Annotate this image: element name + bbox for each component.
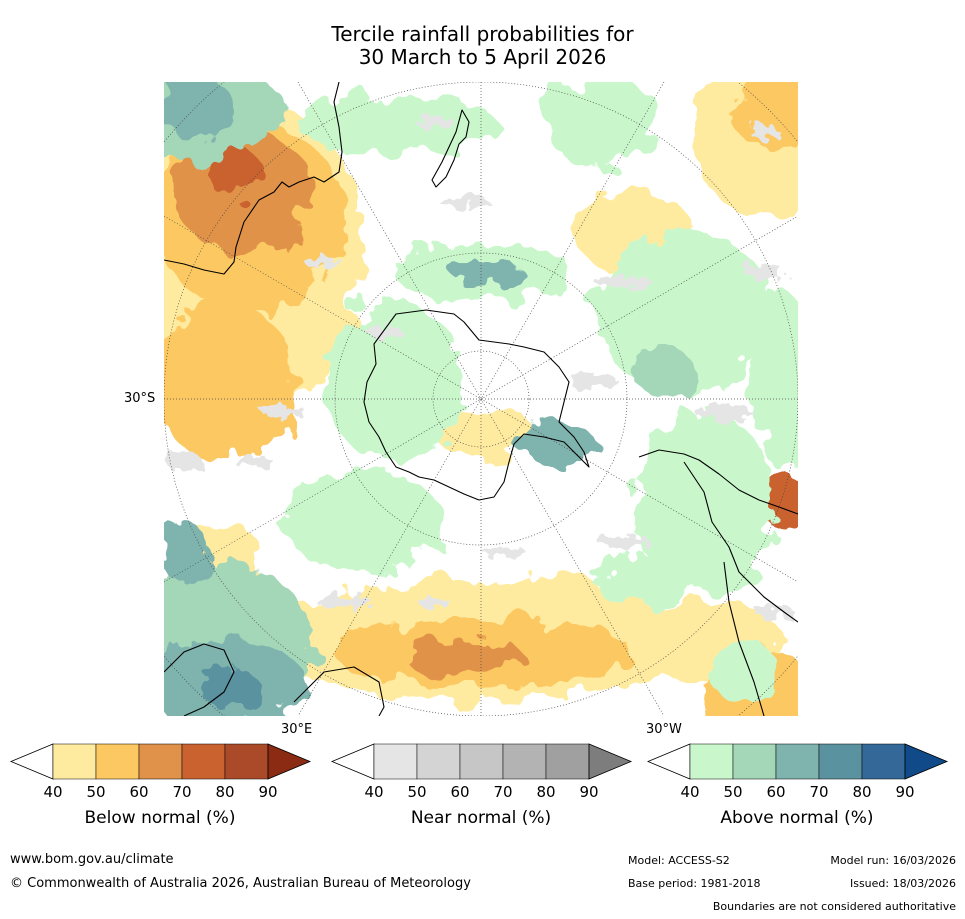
latitude-label-30s: 30°S (124, 391, 156, 406)
colorbar-bin (416, 743, 461, 780)
colorbar-below-ticks: 40 50 60 70 80 90 (10, 783, 312, 803)
tick-label: 40 (680, 783, 700, 801)
coastlines (164, 82, 798, 716)
colorbar-bin (459, 743, 504, 780)
colorbar-bin (545, 743, 590, 780)
meridian (164, 215, 798, 583)
below-normal-region (164, 302, 294, 462)
colorbar-near-ticks: 40 50 60 70 80 90 (331, 783, 633, 803)
tick-label: 60 (766, 783, 786, 801)
longitude-label-30e: 30°E (281, 722, 313, 737)
colorbar-extend-low (647, 743, 691, 780)
colorbar-near-normal (331, 743, 633, 780)
colorbar-below-normal (10, 743, 312, 780)
above-normal-region (594, 557, 694, 607)
above-normal-region (164, 82, 234, 137)
tick-label: 60 (450, 783, 470, 801)
boundaries-disclaimer: Boundaries are not considered authoritat… (712, 900, 956, 913)
tick-label: 40 (43, 783, 63, 801)
polar-probability-map (164, 82, 798, 716)
above-normal-region (454, 259, 524, 289)
colorbar-bin (224, 743, 269, 780)
colorbar-near-title: Near normal (%) (410, 808, 552, 828)
tick-label: 60 (129, 783, 149, 801)
above-normal-region (294, 92, 494, 152)
near-normal-speckles (166, 116, 794, 618)
above-normal-region (514, 422, 594, 462)
above-normal-region (324, 302, 464, 462)
new-zealand-coastline (431, 109, 470, 188)
tick-label: 50 (407, 783, 427, 801)
above-normal-region (164, 522, 209, 582)
above-normal-region (634, 347, 694, 397)
probability-fields (164, 82, 798, 716)
colorbar-extend-low (10, 743, 54, 780)
below-normal-region (519, 572, 599, 612)
tick-label: 80 (215, 783, 235, 801)
colorbar-bin (502, 743, 547, 780)
colorbar-above-ticks: 40 50 60 70 80 90 (647, 783, 949, 803)
colorbar-above-title: Above normal (%) (720, 808, 874, 828)
above-normal-region (634, 412, 774, 592)
tick-label: 70 (172, 783, 192, 801)
graticule (164, 82, 798, 716)
tick-label: 90 (258, 783, 278, 801)
colorbar-bin (861, 743, 906, 780)
copyright-text: © Commonwealth of Australia 2026, Austra… (10, 876, 471, 891)
colorbar-extend-high (267, 743, 312, 780)
chart-title-line-1: Tercile rainfall probabilities for (331, 22, 634, 46)
colorbar-bin (818, 743, 863, 780)
chart-title-line-2: 30 March to 5 April 2026 (358, 45, 607, 69)
colorbar-bin (689, 743, 734, 780)
above-normal-region (594, 232, 774, 392)
tick-label: 80 (852, 783, 872, 801)
colorbar-bin (138, 743, 183, 780)
australia-coastline (164, 82, 343, 275)
model-run-date: Model run: 16/03/2026 (830, 854, 956, 867)
colorbar-above-normal (647, 743, 949, 780)
above-normal-region (544, 82, 664, 167)
tick-label: 90 (895, 783, 915, 801)
tick-label: 50 (86, 783, 106, 801)
colorbar-bin (52, 743, 97, 780)
colorbar-bin (732, 743, 777, 780)
tick-label: 40 (364, 783, 384, 801)
longitude-label-30w: 30°W (646, 722, 682, 737)
colorbar-bin (373, 743, 418, 780)
colorbar-extend-low (331, 743, 375, 780)
tick-label: 70 (809, 783, 829, 801)
bom-climate-link[interactable]: www.bom.gov.au/climate (10, 852, 174, 867)
below-normal-region (404, 639, 524, 675)
above-normal-region (709, 642, 779, 702)
above-normal-region (754, 292, 798, 472)
issued-date: Issued: 18/03/2026 (849, 877, 956, 890)
colorbar-below-title: Below normal (%) (84, 808, 236, 828)
colorbar-bin (775, 743, 820, 780)
tick-label: 80 (536, 783, 556, 801)
above-normal-region (204, 672, 264, 712)
colorbar-extend-high (588, 743, 633, 780)
colorbar-bin (181, 743, 226, 780)
base-period: Base period: 1981-2018 (628, 877, 761, 890)
colorbar-extend-high (904, 743, 949, 780)
africa-coastline (164, 643, 385, 716)
south-america-coastline (638, 449, 798, 716)
above-normal-region (284, 472, 444, 572)
tick-label: 90 (579, 783, 599, 801)
below-normal-region (434, 407, 534, 457)
antarctica-coastline (363, 309, 590, 501)
model-name: Model: ACCESS-S2 (628, 854, 730, 867)
tick-label: 70 (493, 783, 513, 801)
tick-label: 50 (723, 783, 743, 801)
colorbar-bin (95, 743, 140, 780)
latitude-circle (432, 350, 530, 448)
